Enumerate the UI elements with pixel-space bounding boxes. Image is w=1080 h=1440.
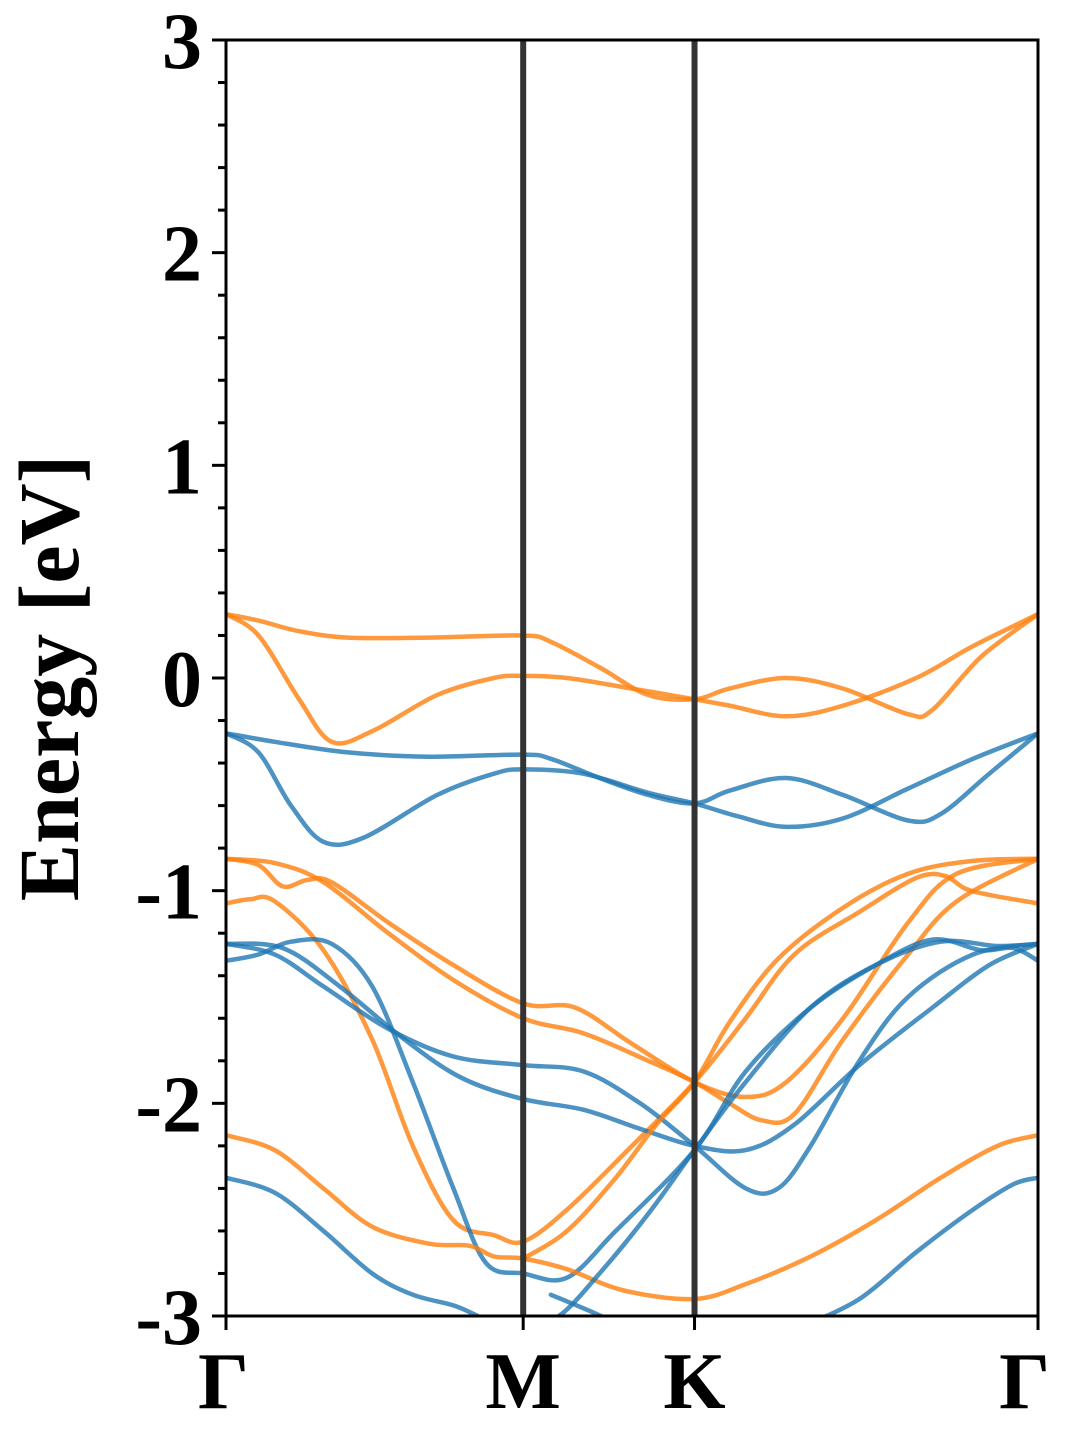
band-line-spin-up-4	[226, 731, 1038, 848]
band-line-spin-up-14	[554, 938, 1038, 1316]
x-tick-label: Γ	[999, 1338, 1050, 1426]
band-line-spin-down-11	[226, 1132, 1038, 1302]
band-line-spin-up-8	[226, 941, 1038, 1196]
band-line-spin-down-1	[226, 611, 1038, 720]
band-line-spin-down-5	[226, 856, 1038, 1100]
bands-layer	[226, 611, 1038, 1316]
kpoint-lines-layer	[520, 40, 698, 1316]
y-tick-label: -2	[135, 1061, 202, 1149]
y-tick-label: -1	[135, 849, 202, 937]
x-tick-label: K	[663, 1338, 725, 1426]
band-line-spin-up-13	[226, 1175, 480, 1316]
band-line-spin-up-9	[226, 941, 1038, 1154]
band-line-spin-up-3	[226, 731, 1038, 825]
x-tick-label: Γ	[198, 1338, 249, 1426]
y-axis-label: Energy [eV]	[1, 455, 97, 902]
band-line-spin-down-2	[226, 611, 1038, 746]
x-tick-label: M	[485, 1338, 561, 1426]
y-tick-label: 3	[162, 0, 202, 86]
y-tick-label: 2	[162, 211, 202, 299]
band-line-spin-up-16	[821, 1175, 1038, 1316]
y-tick-label: 1	[162, 423, 202, 511]
band-line-spin-up-15	[548, 1292, 607, 1316]
band-line-spin-down-12	[520, 856, 1038, 1261]
band-line-spin-up-10	[226, 937, 1038, 1283]
band-line-spin-down-7	[226, 871, 1038, 1246]
y-tick-label: 0	[162, 636, 202, 724]
y-axis: -3 -2 -1 0 1 2 3	[135, 0, 226, 1362]
band-line-spin-down-6	[226, 856, 1038, 1126]
y-tick-label: -3	[135, 1274, 202, 1362]
